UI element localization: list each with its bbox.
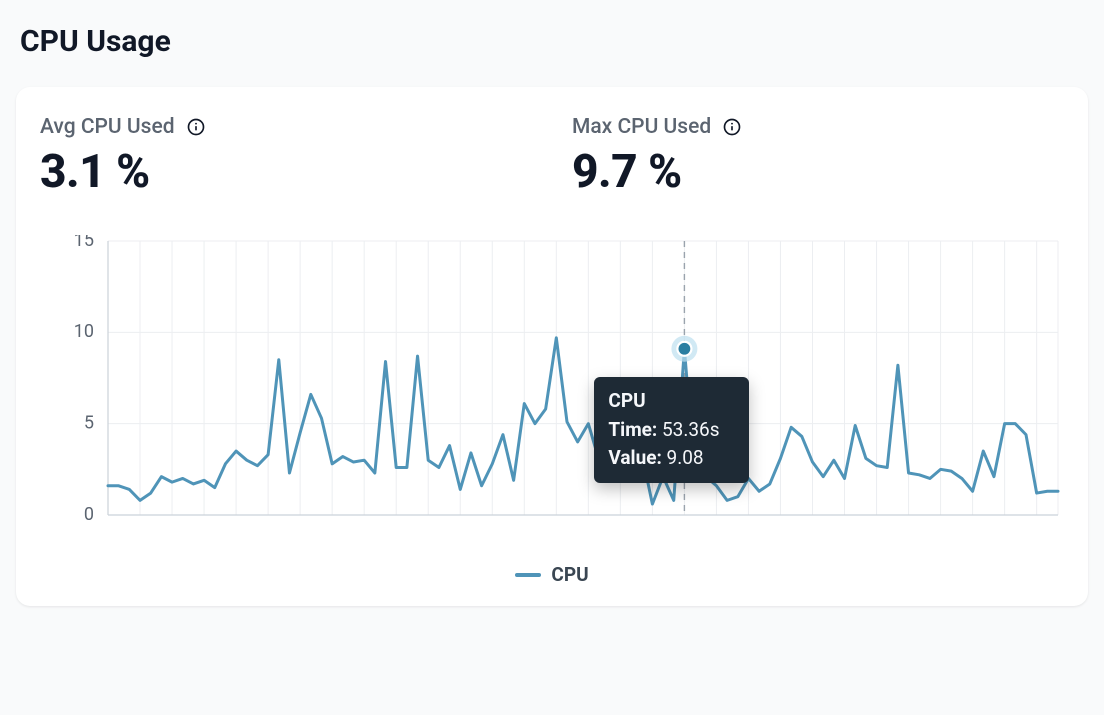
max-cpu-label: Max CPU Used xyxy=(572,115,711,139)
cpu-card: Avg CPU Used 3.1 % Max CPU Used xyxy=(16,87,1088,606)
svg-text:10: 10 xyxy=(74,321,94,342)
max-cpu-metric: Max CPU Used 9.7 % xyxy=(572,115,1064,199)
legend-swatch xyxy=(515,573,541,577)
svg-text:5: 5 xyxy=(84,412,94,433)
info-icon[interactable] xyxy=(185,116,207,138)
avg-cpu-label: Avg CPU Used xyxy=(40,115,175,139)
max-cpu-value: 9.7 % xyxy=(572,145,1064,199)
info-icon[interactable] xyxy=(721,116,743,138)
chart-svg[interactable]: 0 5 10 15 xyxy=(40,235,1064,535)
svg-text:0: 0 xyxy=(84,504,94,525)
metrics-row: Avg CPU Used 3.1 % Max CPU Used xyxy=(40,115,1064,199)
legend-label: CPU xyxy=(551,563,588,586)
avg-cpu-value: 3.1 % xyxy=(40,145,532,199)
cpu-chart[interactable]: 051015 CPU Time: 53.36s Value: 9.08 xyxy=(40,235,1064,535)
svg-text:15: 15 xyxy=(74,235,94,251)
avg-cpu-metric: Avg CPU Used 3.1 % xyxy=(40,115,532,199)
chart-legend: CPU xyxy=(40,563,1064,586)
page-title: CPU Usage xyxy=(20,24,1088,59)
